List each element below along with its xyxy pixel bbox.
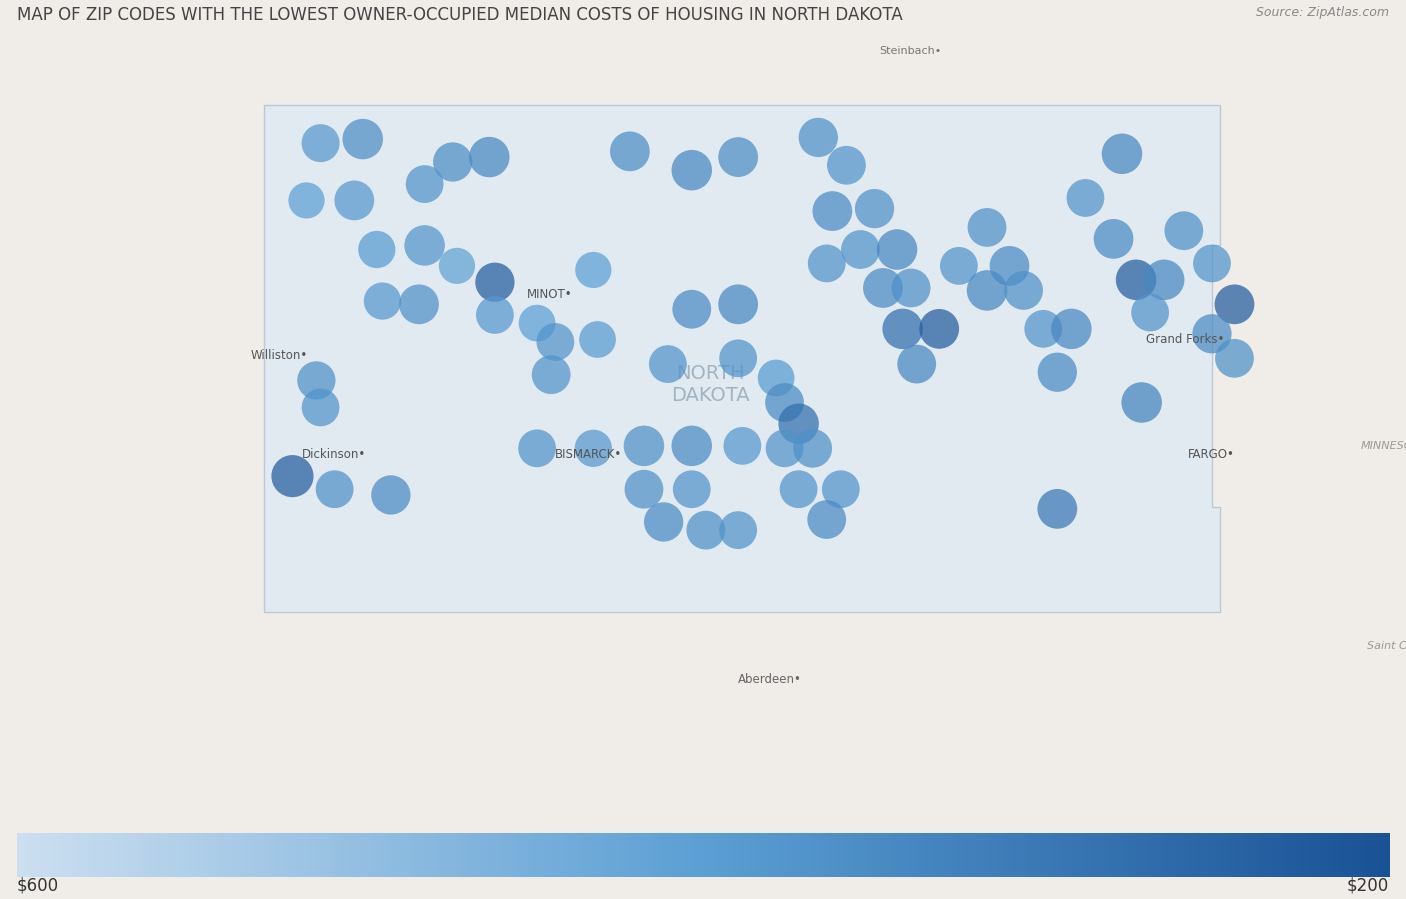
Point: [1125, 272, 1147, 287]
Text: BISMARCK•: BISMARCK•: [555, 448, 623, 460]
Point: [863, 201, 886, 216]
Point: [807, 130, 830, 145]
Point: [323, 482, 346, 496]
Point: [1139, 306, 1161, 320]
Point: [681, 439, 703, 453]
Point: [380, 488, 402, 503]
Point: [821, 204, 844, 218]
Point: [657, 357, 679, 371]
Point: [1201, 326, 1223, 341]
Point: [305, 373, 328, 387]
Point: [1074, 191, 1097, 205]
Point: [1012, 283, 1035, 298]
Point: [366, 243, 388, 257]
Point: [540, 368, 562, 382]
Point: [765, 370, 787, 385]
Point: [408, 298, 430, 312]
Point: [976, 283, 998, 298]
Point: [633, 482, 655, 496]
Text: MINNESOTA: MINNESOTA: [1361, 441, 1406, 451]
Point: [681, 482, 703, 496]
Point: [727, 298, 749, 312]
Point: [787, 416, 810, 431]
Point: [695, 523, 717, 538]
Point: [413, 177, 436, 191]
Point: [586, 333, 609, 347]
Point: [731, 439, 754, 453]
Point: [905, 357, 928, 371]
Point: [773, 441, 796, 456]
Point: [544, 334, 567, 349]
Point: [1060, 322, 1083, 336]
Point: [526, 316, 548, 330]
Point: [891, 322, 914, 336]
Text: FARGO•: FARGO•: [1188, 448, 1234, 460]
Text: NORTH
DAKOTA: NORTH DAKOTA: [671, 364, 749, 405]
Point: [849, 243, 872, 257]
Point: [281, 469, 304, 484]
Point: [352, 132, 374, 147]
Point: [309, 136, 332, 150]
Point: [1223, 352, 1246, 366]
Point: [478, 150, 501, 165]
Point: [1032, 322, 1054, 336]
Point: [343, 193, 366, 208]
Point: [582, 441, 605, 456]
Point: [633, 439, 655, 453]
Point: [872, 280, 894, 295]
Point: [1223, 298, 1246, 312]
Point: [773, 396, 796, 410]
Point: [371, 294, 394, 308]
Point: [815, 256, 838, 271]
Point: [900, 280, 922, 295]
Text: Grand Forks•: Grand Forks•: [1146, 333, 1225, 346]
Point: [1201, 256, 1223, 271]
Point: [1102, 232, 1125, 246]
Text: Saint Clou: Saint Clou: [1367, 641, 1406, 651]
Point: [446, 259, 468, 273]
Point: [1046, 365, 1069, 379]
Point: [998, 259, 1021, 273]
Point: [1173, 224, 1195, 238]
Point: [801, 441, 824, 456]
Point: [681, 302, 703, 316]
Point: [484, 307, 506, 322]
Text: Dickinson•: Dickinson•: [302, 448, 367, 460]
Text: Williston•: Williston•: [250, 350, 308, 362]
Point: [681, 163, 703, 177]
Text: $200: $200: [1347, 877, 1389, 895]
Point: [727, 523, 749, 538]
Point: [652, 515, 675, 530]
Text: MINOT•: MINOT•: [527, 288, 572, 301]
Polygon shape: [264, 104, 1220, 612]
Point: [1153, 272, 1175, 287]
Point: [413, 238, 436, 253]
Point: [441, 155, 464, 169]
Text: Aberdeen•: Aberdeen•: [738, 672, 801, 686]
Point: [295, 193, 318, 208]
Text: MAP OF ZIP CODES WITH THE LOWEST OWNER-OCCUPIED MEDIAN COSTS OF HOUSING IN NORTH: MAP OF ZIP CODES WITH THE LOWEST OWNER-O…: [17, 6, 903, 24]
Point: [1111, 147, 1133, 161]
Point: [309, 400, 332, 414]
Point: [830, 482, 852, 496]
Point: [727, 352, 749, 366]
Point: [815, 512, 838, 527]
Point: [948, 259, 970, 273]
Point: [1046, 502, 1069, 516]
Text: $600: $600: [17, 877, 59, 895]
Point: [928, 322, 950, 336]
Point: [886, 243, 908, 257]
Point: [484, 275, 506, 289]
Point: [976, 220, 998, 235]
Point: [727, 150, 749, 165]
Point: [619, 144, 641, 158]
Point: [1130, 396, 1153, 410]
Text: Source: ZipAtlas.com: Source: ZipAtlas.com: [1256, 6, 1389, 19]
Point: [835, 158, 858, 173]
Point: [582, 263, 605, 277]
Text: Steinbach•: Steinbach•: [879, 46, 941, 56]
Point: [787, 482, 810, 496]
Point: [526, 441, 548, 456]
